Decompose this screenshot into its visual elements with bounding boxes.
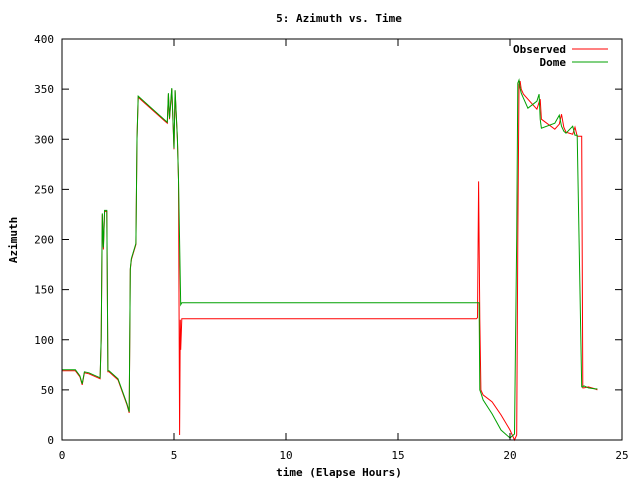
x-tick-label: 5 <box>171 449 178 462</box>
x-tick-label: 15 <box>391 449 404 462</box>
y-tick-label: 150 <box>34 284 54 297</box>
y-tick-label: 300 <box>34 133 54 146</box>
x-tick-label: 25 <box>615 449 628 462</box>
x-tick-label: 20 <box>503 449 516 462</box>
y-tick-label: 0 <box>47 434 54 447</box>
chart-title: 5: Azimuth vs. Time <box>276 12 402 25</box>
series-line-dome <box>62 78 598 439</box>
y-tick-label: 400 <box>34 33 54 46</box>
x-tick-label: 10 <box>279 449 292 462</box>
series-line-observed <box>62 80 598 442</box>
x-axis: 0 5 10 15 20 25 <box>59 39 629 462</box>
y-tick-label: 50 <box>41 384 54 397</box>
plot-area <box>62 78 598 442</box>
y-tick-label: 200 <box>34 234 54 247</box>
y-axis-label: Azimuth <box>7 217 20 263</box>
x-tick-label: 0 <box>59 449 66 462</box>
x-axis-label: time (Elapse Hours) <box>276 466 402 479</box>
legend-label-dome: Dome <box>540 56 567 69</box>
y-tick-label: 250 <box>34 183 54 196</box>
legend-label-observed: Observed <box>513 43 566 56</box>
y-axis: 0 50 100 150 200 250 300 350 400 <box>34 33 622 447</box>
y-tick-label: 350 <box>34 83 54 96</box>
y-tick-label: 100 <box>34 334 54 347</box>
